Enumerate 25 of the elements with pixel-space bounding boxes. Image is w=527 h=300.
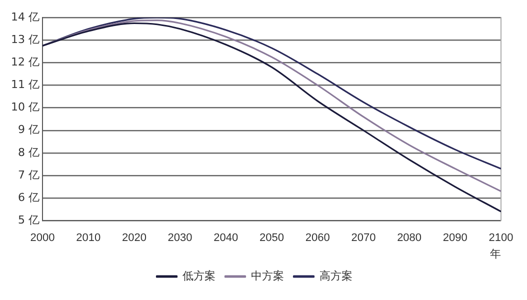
y-tick-label: 9 亿 [18, 123, 40, 136]
x-tick-label: 2080 [397, 232, 422, 244]
y-tick-label: 7 亿 [18, 168, 40, 182]
x-tick-label: 2030 [168, 232, 192, 244]
x-tick-label: 2060 [305, 232, 330, 244]
y-tick-label: 6 亿 [18, 190, 40, 204]
x-tick-label: 2090 [442, 232, 468, 244]
x-tick-label: 2010 [76, 232, 101, 244]
x-tick-label: 2000 [30, 232, 55, 244]
x-tick-label: 2050 [260, 232, 284, 244]
legend-label: 高方案 [319, 269, 352, 282]
x-axis-title: 年 [490, 247, 501, 260]
y-tick-label: 11 亿 [10, 78, 40, 92]
y-tick-label: 10 亿 [10, 100, 40, 114]
x-tick-label: 2020 [122, 232, 146, 244]
y-tick-label: 14 亿 [10, 10, 40, 24]
x-tick-label: 2100 [488, 232, 514, 244]
y-tick-label: 5 亿 [18, 213, 40, 226]
x-tick-label: 2040 [214, 232, 238, 244]
x-tick-label: 2070 [351, 232, 376, 244]
y-tick-label: 13 亿 [10, 33, 40, 46]
legend-label: 低方案 [182, 269, 216, 282]
y-tick-label: 12 亿 [10, 56, 40, 69]
legend-label: 中方案 [250, 269, 284, 282]
y-tick-label: 8 亿 [18, 146, 40, 159]
